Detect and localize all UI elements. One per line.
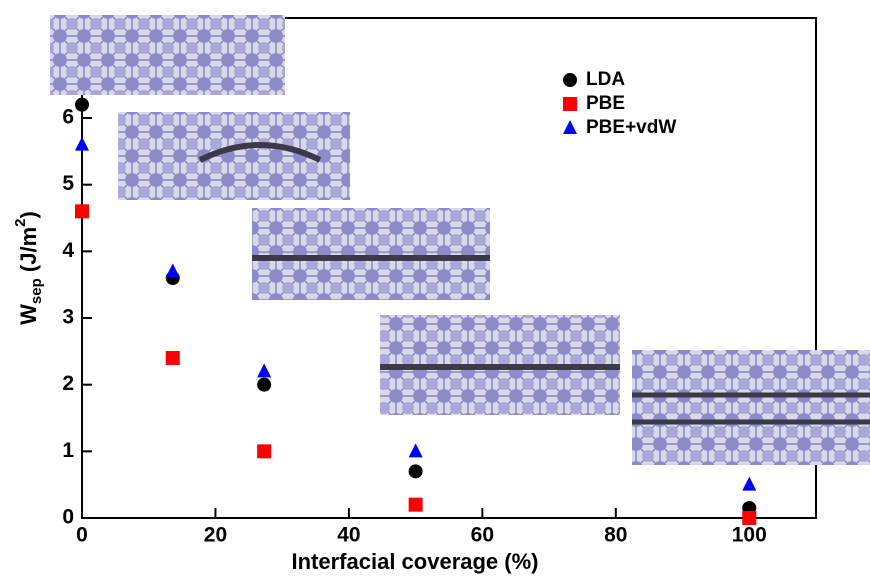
legend-label: LDA [586,69,625,90]
marker [75,136,89,151]
marker [165,351,180,365]
y-tick-label: 4 [62,239,74,262]
inset-layer [198,142,322,163]
y-label-sub: sep [28,278,45,304]
y-tick-label: 0 [62,506,74,529]
x-tick-label: 80 [604,524,627,547]
legend-marker [563,97,577,111]
y-tick-label: 2 [62,372,74,395]
plot-border [81,17,817,519]
y-axis-label: Wsep (J/m2) [12,211,45,325]
x-tick-label: 60 [471,524,494,547]
marker [257,377,272,392]
y-tick-label: 6 [62,106,74,129]
legend-label: PBE+vdW [586,117,676,138]
marker [257,444,272,459]
marker [165,263,180,278]
x-tick-label: 100 [732,524,767,547]
legend-marker [563,73,577,87]
marker [742,476,757,491]
x-tick-label: 20 [204,524,227,547]
y-label-part: ) [16,211,41,218]
y-tick-label: 5 [62,172,74,195]
plot-frame [81,17,817,519]
y-tick-label: 1 [62,439,74,462]
y-label-sup: 2 [12,219,29,227]
marker [75,97,89,112]
inset-structures [50,15,870,465]
marker [408,464,423,479]
inset-structure [50,15,285,95]
marker [75,204,89,219]
legend-label: PBE [586,93,625,114]
inset-structure [632,350,870,465]
x-tick-label: 0 [76,524,88,547]
marker [408,497,423,512]
marker [408,443,423,458]
inset-structure [252,208,490,300]
y-tick-label: 3 [62,306,74,329]
marker [257,363,272,378]
x-tick-label: 40 [337,524,360,547]
marker [742,511,757,525]
legend-marker [563,120,577,134]
y-label-part: W [16,304,41,325]
y-label-part: (J/m [16,227,41,278]
x-axis-label: Interfacial coverage (%) [292,549,539,574]
